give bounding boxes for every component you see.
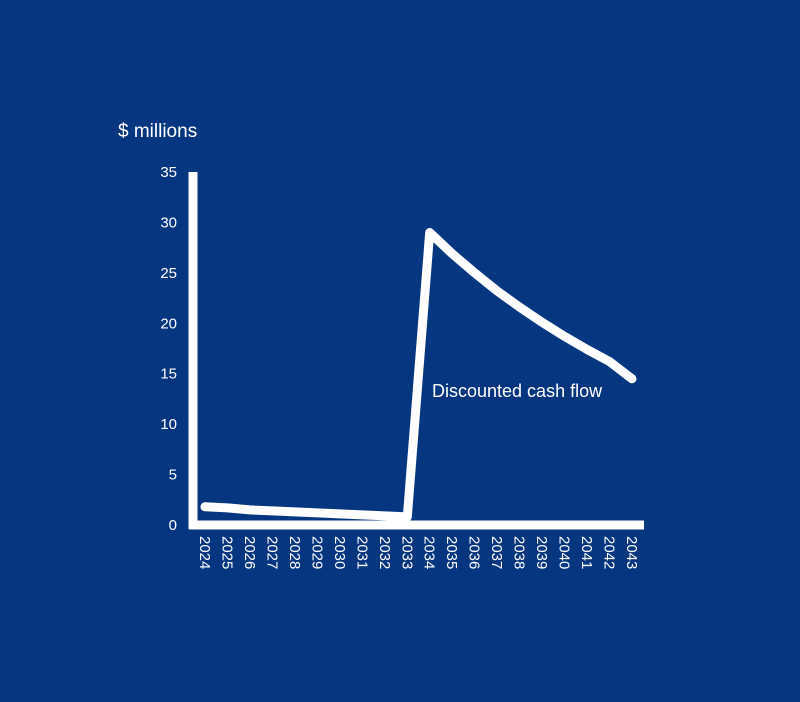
y-tick-label: 0 — [169, 517, 177, 534]
x-tick-label: 2043 — [623, 536, 640, 569]
x-tick-label: 2042 — [601, 536, 618, 569]
y-tick-label: 15 — [160, 366, 177, 383]
y-tick-label: 10 — [160, 416, 177, 433]
y-axis-tick-labels: 0 5 10 15 20 25 30 35 — [160, 164, 177, 534]
series-line-discounted-cash-flow — [200, 228, 637, 522]
x-tick-label: 2030 — [331, 536, 348, 569]
x-tick-label: 2027 — [263, 536, 280, 569]
x-tick-label: 2035 — [443, 536, 460, 569]
x-tick-label: 2031 — [353, 536, 370, 569]
y-tick-label: 25 — [160, 265, 177, 282]
x-tick-label: 2029 — [308, 536, 325, 569]
x-tick-label: 2033 — [398, 536, 415, 569]
y-tick-label: 35 — [160, 164, 177, 181]
y-tick-label: 20 — [160, 315, 177, 332]
x-tick-label: 2032 — [376, 536, 393, 569]
x-tick-label: 2024 — [196, 536, 213, 569]
y-axis-title: $ millions — [118, 121, 197, 142]
y-tick-label: 30 — [160, 214, 177, 231]
x-tick-label: 2026 — [241, 536, 258, 569]
x-tick-label: 2040 — [556, 536, 573, 569]
x-tick-label: 2037 — [488, 536, 505, 569]
series-label-discounted-cash-flow: Discounted cash flow — [432, 381, 603, 401]
x-tick-label: 2039 — [533, 536, 550, 569]
x-tick-label: 2036 — [466, 536, 483, 569]
x-axis-tick-labels: 2024 2025 2026 2027 2028 2029 2030 2031 2032 2033… — [196, 536, 640, 569]
x-tick-label: 2028 — [286, 536, 303, 569]
y-tick-label: 5 — [169, 467, 177, 484]
x-tick-label: 2034 — [421, 536, 438, 569]
x-tick-label: 2025 — [218, 536, 235, 569]
x-tick-label: 2038 — [511, 536, 528, 569]
x-tick-label: 2041 — [578, 536, 595, 569]
